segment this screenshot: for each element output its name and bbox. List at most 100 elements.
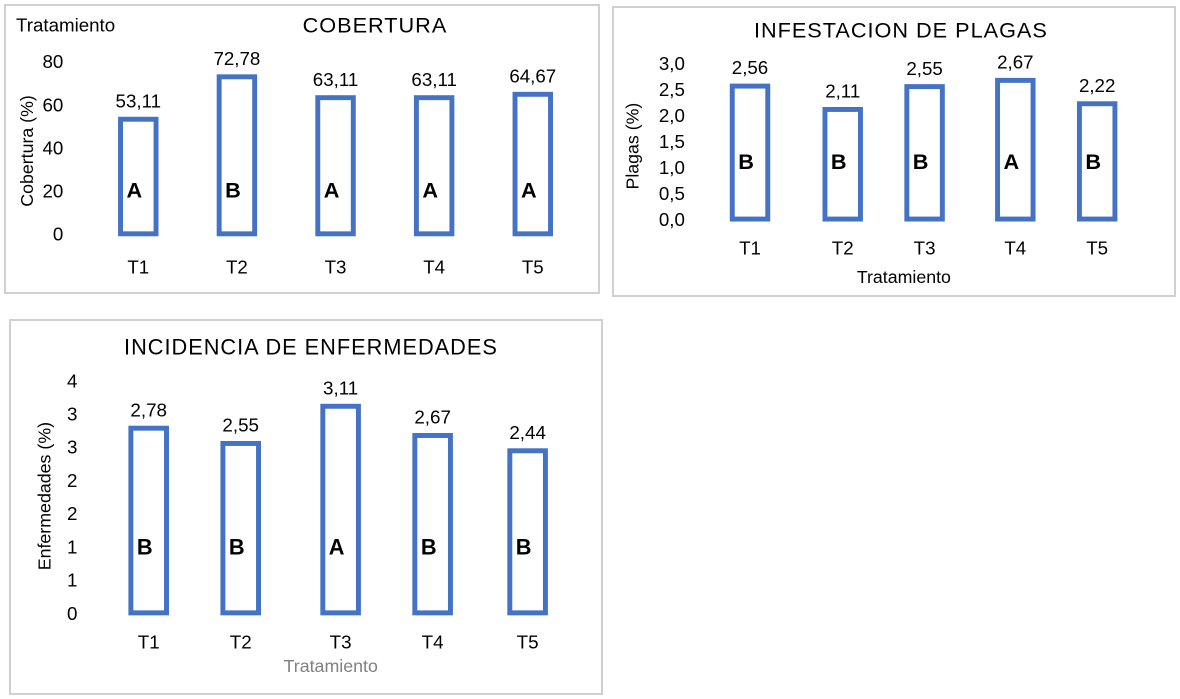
enfermedades-y-tick: 1 bbox=[67, 570, 77, 591]
plagas-y-tick: 0,0 bbox=[659, 209, 685, 230]
plagas-value-label: 2,11 bbox=[825, 81, 860, 102]
cobertura-category-label: T5 bbox=[522, 256, 544, 277]
enfermedades-group-letter: A bbox=[329, 534, 345, 559]
cobertura-value-label: 53,11 bbox=[116, 90, 161, 111]
plagas-group-letter: B bbox=[738, 149, 754, 174]
plagas-bar-t1 bbox=[729, 83, 771, 222]
cobertura-group-letter: A bbox=[127, 177, 143, 202]
plagas-ylabel: Plagas (%) bbox=[623, 103, 643, 190]
cobertura-category-label: T3 bbox=[325, 256, 347, 277]
cobertura-bar-t3 bbox=[315, 95, 356, 237]
cobertura-value-labels: 53,11 72,78 63,11 63,11 64,67 bbox=[116, 48, 557, 111]
cobertura-group-letter: A bbox=[521, 177, 537, 202]
enfermedades-bar-t1 bbox=[128, 425, 169, 616]
cobertura-category-label: T4 bbox=[423, 256, 445, 277]
enfermedades-category-label: T2 bbox=[230, 631, 252, 652]
cobertura-value-label: 72,78 bbox=[213, 48, 260, 69]
enfermedades-value-labels: 2,78 2,55 3,11 2,67 2,44 bbox=[130, 377, 545, 443]
plagas-value-label: 2,55 bbox=[906, 58, 942, 79]
enfermedades-value-label: 2,44 bbox=[509, 422, 546, 443]
cobertura-y-tick: 80 bbox=[43, 51, 64, 72]
enfermedades-ylabel: Enfermedades (%) bbox=[35, 422, 55, 570]
enfermedades-y-tick: 2 bbox=[67, 470, 77, 491]
cobertura-y-tick: 20 bbox=[43, 181, 64, 202]
plagas-y-tick: 1,0 bbox=[659, 157, 685, 178]
plagas-group-letter: B bbox=[831, 149, 847, 174]
enfermedades-bars bbox=[128, 403, 548, 616]
enfermedades-bar-t3 bbox=[320, 403, 361, 616]
plagas-group-letter: A bbox=[1004, 149, 1020, 174]
plagas-y-tick: 3,0 bbox=[659, 53, 685, 74]
enfermedades-y-tick: 4 bbox=[67, 370, 77, 391]
plagas-category-label: T4 bbox=[1004, 238, 1026, 259]
cobertura-categories: T1 T2 T3 T4 T5 bbox=[127, 256, 543, 277]
enfermedades-chart-svg: INCIDENCIA DE ENFERMEDADES Enfermedades … bbox=[35, 335, 548, 676]
enfermedades-y-tick: 1 bbox=[67, 536, 77, 557]
chart-panel-plagas: INFESTACION DE PLAGAS Plagas (%) Tratami… bbox=[612, 6, 1176, 297]
cobertura-bars bbox=[118, 74, 553, 237]
enfermedades-category-label: T3 bbox=[330, 631, 352, 652]
enfermedades-xlabel: Tratamiento bbox=[284, 656, 378, 676]
enfermedades-value-label: 3,11 bbox=[323, 377, 358, 398]
enfermedades-bar-t4 bbox=[412, 433, 453, 616]
enfermedades-category-label: T1 bbox=[138, 631, 160, 652]
enfermedades-group-letter: B bbox=[421, 534, 437, 559]
cobertura-bar-t5 bbox=[512, 91, 553, 237]
cobertura-bar-t2 bbox=[216, 74, 258, 237]
enfermedades-title: INCIDENCIA DE ENFERMEDADES bbox=[124, 335, 498, 360]
plagas-bar-t5 bbox=[1076, 101, 1118, 222]
plagas-value-label: 2,67 bbox=[997, 52, 1033, 73]
enfermedades-value-label: 2,67 bbox=[414, 407, 451, 428]
cobertura-bar-t4 bbox=[413, 95, 455, 237]
enfermedades-y-tick: 2 bbox=[67, 503, 77, 524]
plagas-group-letter: B bbox=[1085, 149, 1101, 174]
cobertura-group-letter: A bbox=[324, 177, 340, 202]
plagas-y-tick: 0,5 bbox=[659, 183, 685, 204]
plagas-category-label: T2 bbox=[832, 238, 854, 259]
enfermedades-y-tick: 3 bbox=[67, 404, 77, 425]
plagas-y-tick: 2,0 bbox=[659, 105, 685, 126]
plagas-y-tick: 1,5 bbox=[659, 131, 685, 152]
cobertura-chart-svg: Tratamiento COBERTURA Cobertura (%) 0 20 4… bbox=[16, 13, 557, 278]
enfermedades-group-letter: B bbox=[137, 534, 153, 559]
enfermedades-value-label: 2,55 bbox=[222, 415, 259, 436]
cobertura-category-label: T2 bbox=[226, 256, 248, 277]
enfermedades-bar-t5 bbox=[507, 448, 548, 616]
cobertura-y-tick: 40 bbox=[43, 137, 64, 158]
plagas-value-label: 2,56 bbox=[732, 57, 768, 78]
enfermedades-group-letter: B bbox=[229, 534, 245, 559]
enfermedades-y-tick: 0 bbox=[67, 603, 77, 624]
plagas-group-letter: B bbox=[913, 149, 929, 174]
enfermedades-value-label: 2,78 bbox=[130, 399, 167, 420]
enfermedades-category-label: T5 bbox=[517, 631, 539, 652]
chart-panel-enfermedades: INCIDENCIA DE ENFERMEDADES Enfermedades … bbox=[9, 319, 603, 695]
cobertura-ylabel: Cobertura (%) bbox=[17, 95, 37, 206]
plagas-category-label: T5 bbox=[1086, 238, 1108, 259]
plagas-chart-svg: INFESTACION DE PLAGAS Plagas (%) Tratami… bbox=[623, 18, 1118, 287]
plagas-categories: T1 T2 T3 T4 T5 bbox=[739, 238, 1108, 259]
plagas-bars bbox=[729, 77, 1118, 222]
cobertura-value-label: 64,67 bbox=[509, 65, 556, 86]
plagas-xlabel: Tratamiento bbox=[857, 267, 951, 287]
cobertura-value-label: 63,11 bbox=[313, 69, 358, 90]
cobertura-category-label: T1 bbox=[127, 256, 149, 277]
plagas-bar-t4 bbox=[995, 77, 1036, 222]
cobertura-value-label: 63,11 bbox=[411, 69, 456, 90]
enfermedades-category-label: T4 bbox=[422, 631, 444, 652]
enfermedades-bar-t2 bbox=[220, 440, 261, 616]
plagas-y-tick: 2,5 bbox=[659, 79, 685, 100]
enfermedades-group-letter: B bbox=[516, 534, 532, 559]
cobertura-y-tick: 0 bbox=[53, 224, 63, 245]
plagas-bar-t2 bbox=[822, 106, 863, 222]
cobertura-title: COBERTURA bbox=[303, 13, 448, 38]
cobertura-y-ticks: 0 20 40 60 80 bbox=[43, 51, 64, 245]
cobertura-group-letter: B bbox=[225, 177, 241, 202]
plagas-category-label: T1 bbox=[739, 238, 761, 259]
enfermedades-y-tick: 3 bbox=[67, 437, 77, 458]
cobertura-group-letter: A bbox=[422, 177, 438, 202]
chart-panel-cobertura: Tratamiento COBERTURA Cobertura (%) 0 20 4… bbox=[4, 4, 600, 294]
enfermedades-y-ticks: 0 1 1 2 2 3 3 4 bbox=[67, 370, 77, 624]
